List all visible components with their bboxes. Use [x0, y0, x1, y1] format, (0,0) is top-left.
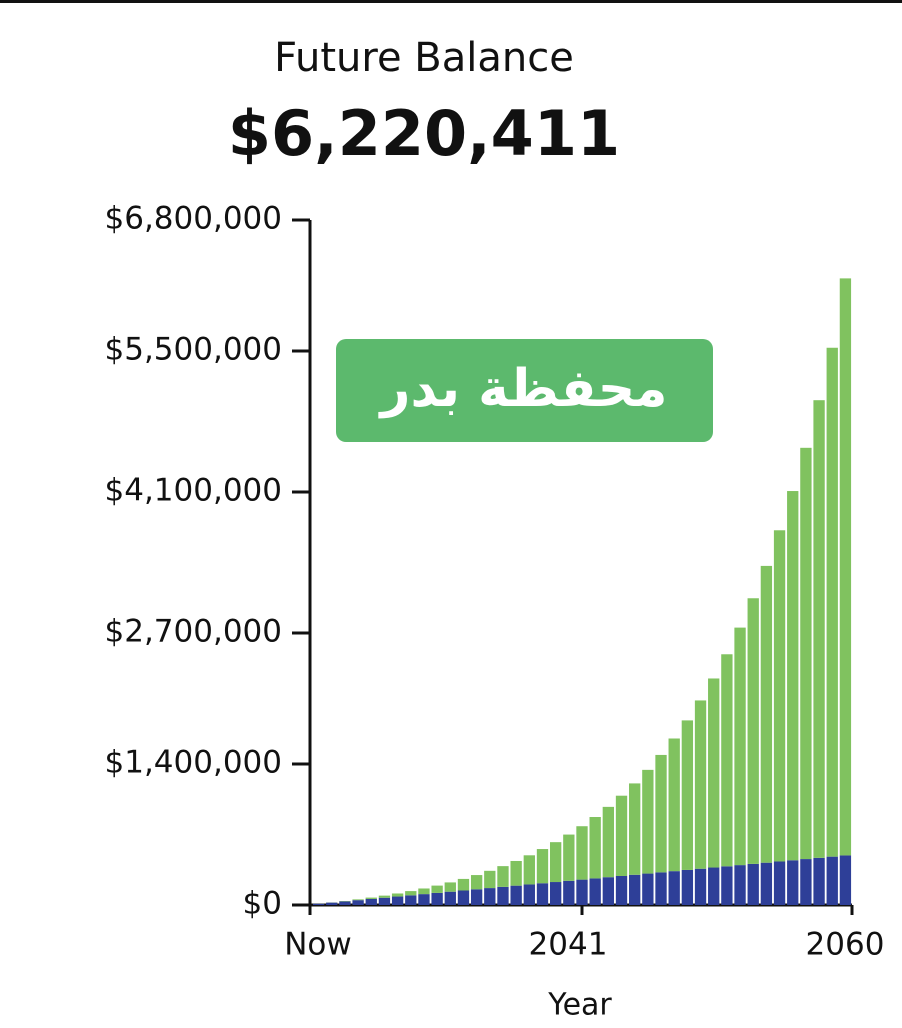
bar-segment	[339, 901, 350, 905]
bar-segment	[563, 881, 574, 905]
bar-segment	[576, 826, 587, 879]
bar-segment	[695, 700, 706, 868]
bar-segment	[840, 278, 851, 855]
bar-segment	[418, 888, 429, 894]
x-tick-label: Now	[284, 927, 352, 963]
bar-segment	[840, 855, 851, 905]
bar-segment	[366, 899, 377, 905]
bar-segment	[458, 890, 469, 905]
bar-segment	[510, 886, 521, 905]
x-tick-label: 2060	[806, 927, 885, 963]
top-border	[0, 0, 902, 3]
y-tick-label: $1,400,000	[105, 744, 283, 780]
bar-segment	[510, 861, 521, 886]
bar-segment	[813, 858, 824, 905]
bar-segment	[708, 678, 719, 867]
bar-segment	[352, 900, 363, 905]
bar-segment	[392, 897, 403, 905]
bar-segment	[774, 861, 785, 905]
bar-segment	[669, 871, 680, 905]
bar-segment	[721, 866, 732, 905]
bar-segment	[695, 869, 706, 905]
bar-segment	[761, 566, 772, 863]
bar-segment	[431, 893, 442, 905]
x-tick-label: 2041	[529, 927, 608, 963]
bar-segment	[458, 879, 469, 891]
bar-segment	[326, 903, 337, 905]
chart-title: Future Balance	[274, 35, 574, 81]
bar-segment	[800, 859, 811, 905]
bar-segment	[471, 889, 482, 905]
bar-segment	[445, 882, 456, 891]
bar-segment	[642, 874, 653, 905]
bar-segment	[616, 876, 627, 905]
bar-segment	[682, 720, 693, 870]
bar-segment	[642, 770, 653, 874]
bar-segment	[761, 863, 772, 905]
bar-segment	[418, 894, 429, 905]
bar-segment	[497, 887, 508, 905]
bar-segment	[708, 868, 719, 905]
bar-segment	[616, 796, 627, 876]
y-tick-label: $6,800,000	[105, 201, 283, 237]
y-tick-label: $4,100,000	[105, 472, 283, 508]
bar-segment	[629, 875, 640, 905]
bar-segment	[721, 654, 732, 866]
bar-segment	[590, 817, 601, 878]
bar-segment	[682, 870, 693, 905]
bar-segment	[431, 886, 442, 893]
bar-segment	[734, 628, 745, 866]
bar-segment	[655, 872, 666, 905]
bar-segment	[563, 835, 574, 881]
bar-segment	[537, 849, 548, 883]
bar-segment	[550, 882, 561, 905]
bar-segment	[787, 491, 798, 860]
bar-segment	[445, 892, 456, 905]
annotation: محفظة بدر	[378, 359, 668, 419]
bar-segment	[471, 875, 482, 889]
bar-segment	[352, 899, 363, 900]
bar-segment	[800, 448, 811, 859]
bar-segment	[827, 857, 838, 905]
bar-segment	[629, 783, 640, 874]
bar-segment	[392, 893, 403, 896]
bar-segment	[405, 895, 416, 905]
bar-segment	[366, 898, 377, 899]
bar-segment	[603, 807, 614, 877]
bar-segment	[787, 860, 798, 905]
y-tick-label: $2,700,000	[105, 614, 283, 650]
bar-segment	[379, 898, 390, 905]
bar-segment	[313, 904, 324, 905]
bar-segment	[774, 530, 785, 861]
bar-segment	[524, 884, 535, 905]
bar-segment	[590, 878, 601, 905]
bar-segment	[827, 348, 838, 857]
bar-segment	[655, 755, 666, 872]
bar-segment	[484, 888, 495, 905]
bar-segment	[669, 738, 680, 871]
bar-segment	[550, 842, 561, 882]
bar-segment	[484, 871, 495, 888]
bar-segment	[734, 865, 745, 905]
bar-segment	[497, 866, 508, 887]
bar-segment	[603, 877, 614, 905]
bar-segment	[537, 883, 548, 905]
y-tick-label: $0	[243, 886, 282, 922]
bar-segment	[748, 864, 759, 905]
bar-segment	[748, 598, 759, 864]
y-tick-label: $5,500,000	[105, 331, 283, 367]
chart-subtitle: $6,220,411	[228, 97, 620, 170]
bar-segment	[813, 400, 824, 858]
bar-segment	[524, 855, 535, 884]
bar-segment	[379, 896, 390, 898]
bar-segment	[576, 880, 587, 905]
bar-segment	[405, 891, 416, 895]
x-axis-title: Year	[547, 988, 612, 1023]
